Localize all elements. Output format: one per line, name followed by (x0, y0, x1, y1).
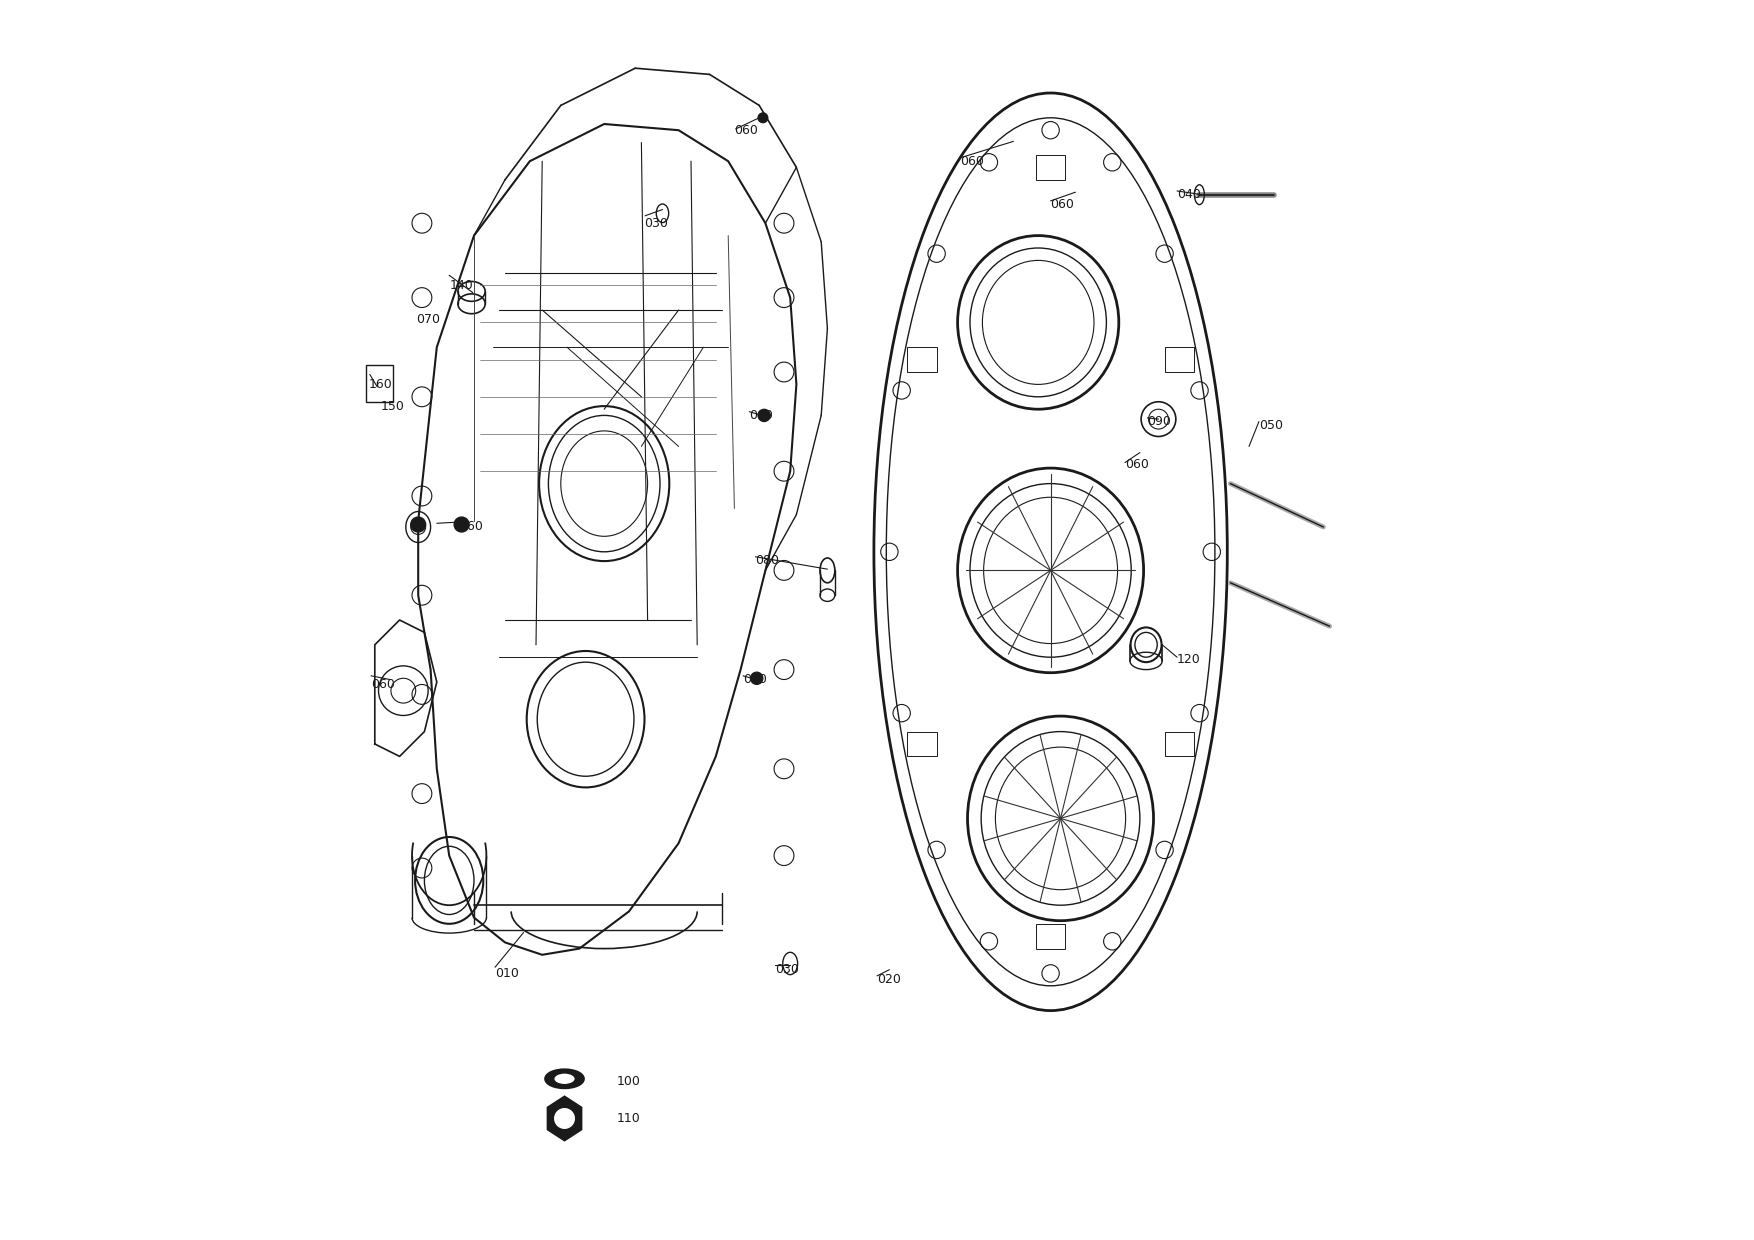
Text: 140: 140 (449, 279, 474, 291)
Text: 060: 060 (1051, 198, 1075, 211)
Text: 100: 100 (617, 1075, 640, 1087)
Bar (1035, 924, 1065, 949)
Text: 060: 060 (460, 521, 482, 533)
Circle shape (454, 517, 468, 532)
Text: 020: 020 (877, 973, 902, 986)
Text: 080: 080 (756, 554, 779, 567)
Bar (907, 347, 937, 372)
Circle shape (758, 113, 768, 123)
Text: 060: 060 (959, 155, 984, 167)
Text: 060: 060 (749, 409, 774, 422)
Circle shape (410, 517, 426, 532)
Text: 030: 030 (644, 217, 668, 229)
Text: 120: 120 (1177, 653, 1201, 666)
Text: 040: 040 (1177, 188, 1201, 201)
Polygon shape (547, 1096, 582, 1141)
Circle shape (758, 409, 770, 422)
Text: 090: 090 (1147, 415, 1172, 428)
Text: 060: 060 (735, 124, 758, 136)
Text: 160: 160 (368, 378, 393, 391)
Bar (1035, 155, 1065, 180)
Circle shape (554, 1109, 575, 1128)
Bar (1165, 347, 1194, 372)
Text: 050: 050 (1259, 419, 1282, 432)
Circle shape (751, 672, 763, 684)
Text: 060: 060 (1124, 459, 1149, 471)
Text: 030: 030 (775, 963, 800, 976)
Text: 070: 070 (416, 314, 440, 326)
Text: 150: 150 (381, 401, 405, 413)
Bar (1165, 732, 1194, 756)
Text: 060: 060 (744, 673, 766, 686)
Ellipse shape (545, 1070, 582, 1087)
Bar (907, 732, 937, 756)
Ellipse shape (553, 1073, 575, 1085)
Text: 110: 110 (617, 1112, 640, 1125)
Text: 010: 010 (495, 967, 519, 980)
Bar (367, 365, 393, 402)
Text: 060: 060 (372, 678, 395, 691)
